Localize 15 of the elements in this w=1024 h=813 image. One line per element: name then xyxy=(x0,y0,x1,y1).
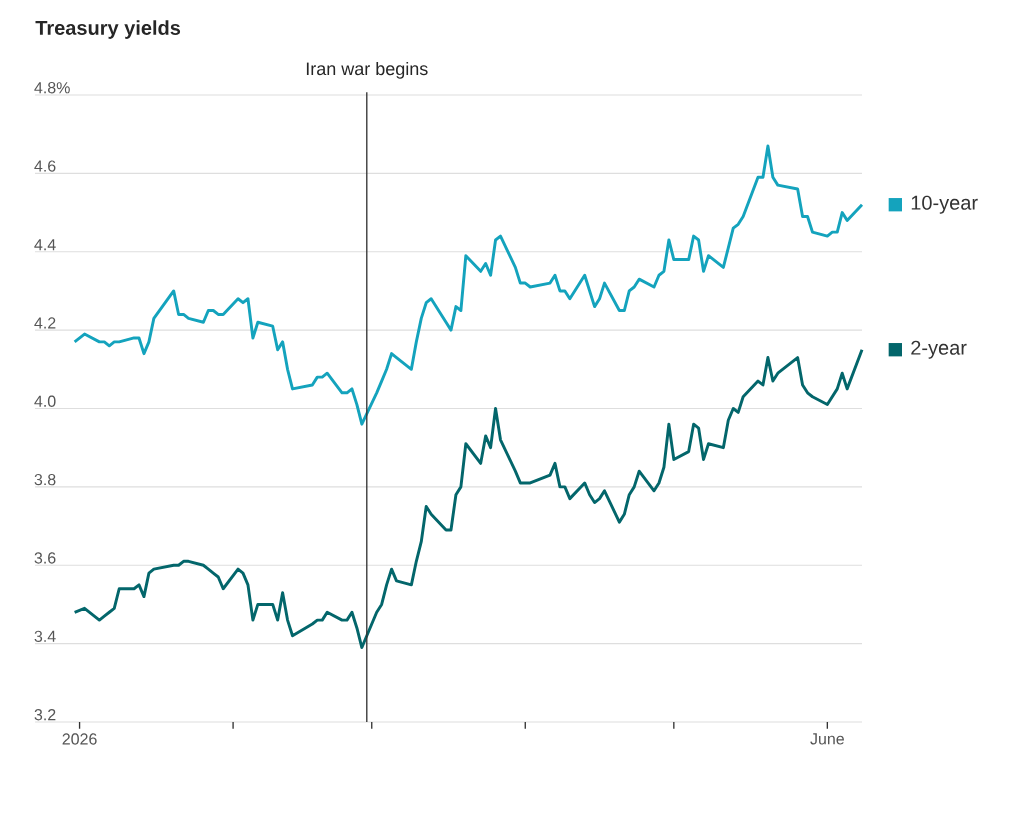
legend-label: 10-year xyxy=(911,195,978,214)
x-tick-label: June xyxy=(810,733,844,745)
y-tick-label: 3.2 xyxy=(34,709,56,721)
x-tick-label: 2026 xyxy=(62,733,97,745)
y-tick-label: 3.6 xyxy=(34,552,56,564)
y-tick-label: 4.4 xyxy=(34,239,56,251)
ref-line-label: Iran war begins xyxy=(306,61,428,79)
y-tick-label: 4.6 xyxy=(34,160,56,172)
y-tick-label: 4.2 xyxy=(34,317,56,329)
chart-title: Treasury yields xyxy=(35,20,181,39)
y-tick-label: 4.0 xyxy=(34,395,56,407)
y-tick-label: 3.4 xyxy=(34,630,56,642)
y-tick-label: 3.8 xyxy=(34,473,56,486)
legend-label: 2-year xyxy=(911,340,967,359)
y-tick-label: 4.8% xyxy=(34,82,70,94)
